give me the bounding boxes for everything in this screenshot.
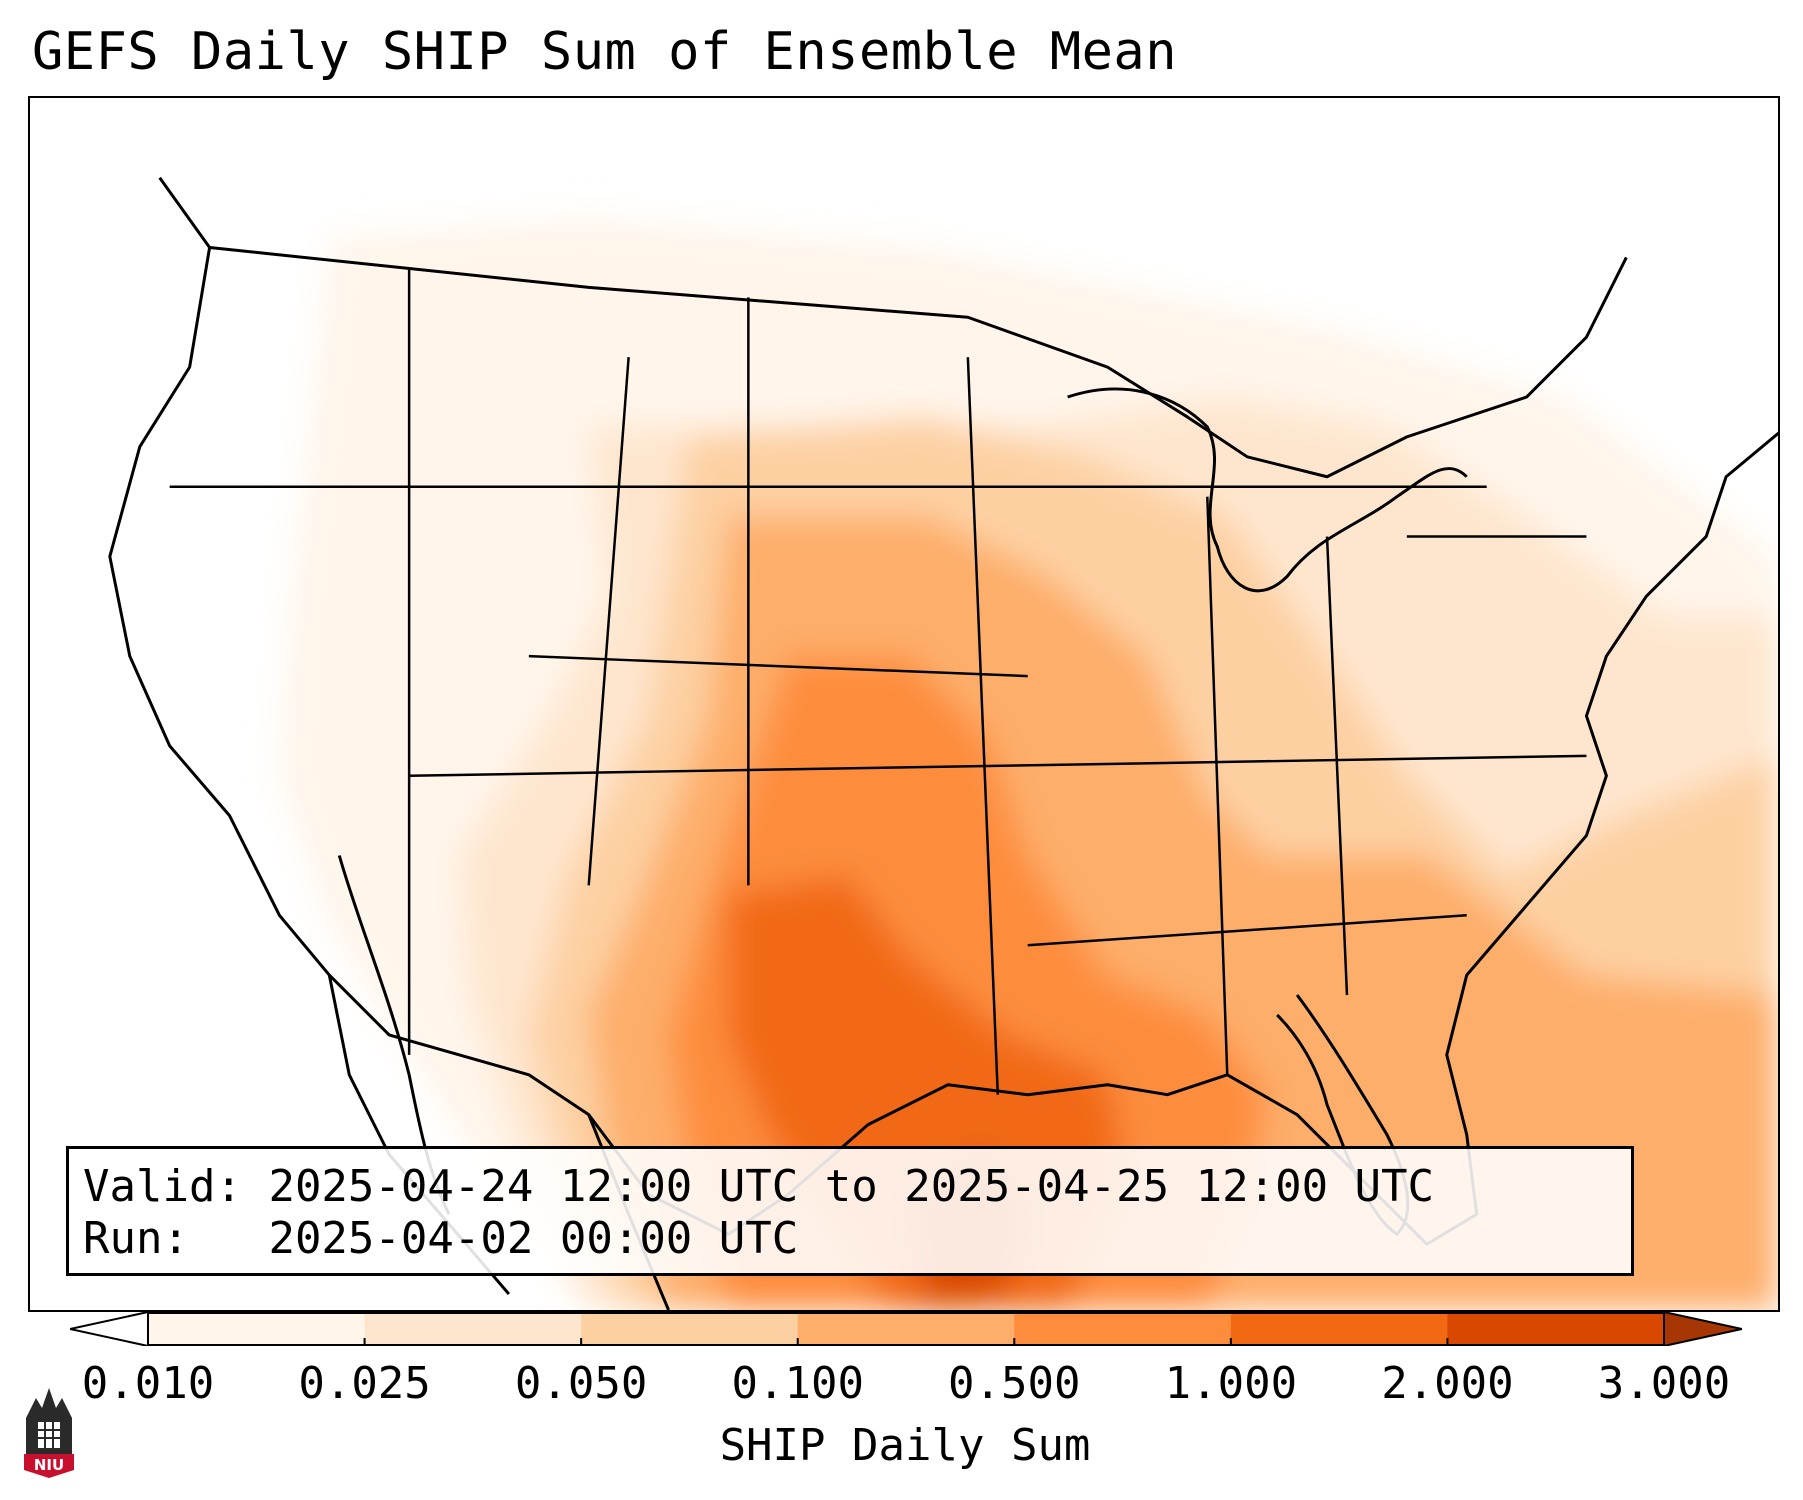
logo-text: NIU [34,1456,64,1474]
state-lines [169,267,1587,1095]
state-line [409,754,1587,778]
logo-tower [26,1388,72,1454]
colorbar-segment [581,1312,799,1346]
colorbar-segment [364,1312,582,1346]
colorbar-tick-label: 3.000 [1597,1358,1731,1409]
colorbar-segment [148,1312,366,1346]
state-line [1325,536,1349,996]
state-line [587,357,630,886]
colorbar-segment [1447,1312,1665,1346]
colorbar-tick-label: 0.010 [81,1358,215,1409]
map-title: GEFS Daily SHIP Sum of Ensemble Mean [32,22,1178,82]
colorbar-segment [1230,1312,1448,1346]
run-time-line: Run: 2025-04-02 00:00 UTC [83,1213,798,1264]
niu-logo: NIU [24,1388,74,1478]
state-line [528,654,1028,678]
state-line [1206,496,1229,1075]
validity-info-box: Valid: 2025-04-24 12:00 UTC to 2025-04-2… [66,1146,1634,1276]
valid-value: 2025-04-24 12:00 UTC to 2025-04-25 12:00… [268,1161,1435,1212]
valid-label: Valid: [83,1161,242,1212]
colorbar-outline [147,1312,1665,1346]
colorbar-segment [797,1312,1015,1346]
state-line [1027,914,1467,947]
logo-window-grid [38,1422,60,1448]
colorbar-tick-label: 1.000 [1164,1358,1298,1409]
colorbar-tick-label: 0.025 [298,1358,431,1409]
logo-base [24,1454,74,1478]
run-label: Run: [83,1213,189,1264]
map-panel [28,96,1780,1312]
colorbar-tick-label: 0.050 [514,1358,648,1409]
colorbar-extend-under [70,1312,149,1346]
colorbar-label: SHIP Daily Sum [719,1420,1091,1471]
colorbar [70,1312,1742,1346]
colorbar-tick-label: 0.100 [731,1358,864,1409]
colorbar-extend-over [1663,1312,1742,1346]
colorbar-segment [1014,1312,1232,1346]
ship-map [108,176,1778,1310]
colorbar-tick-label: 2.000 [1381,1358,1514,1409]
valid-time-line: Valid: 2025-04-24 12:00 UTC to 2025-04-2… [83,1161,1434,1212]
run-value: 2025-04-02 00:00 UTC [268,1213,799,1264]
us-outline [108,176,1778,1246]
state-line [966,357,1000,1095]
great-lakes [1067,387,1468,593]
canada-border [209,246,1628,479]
colorbar-tick-label: 0.500 [948,1358,1081,1409]
logo-window [38,1422,60,1448]
